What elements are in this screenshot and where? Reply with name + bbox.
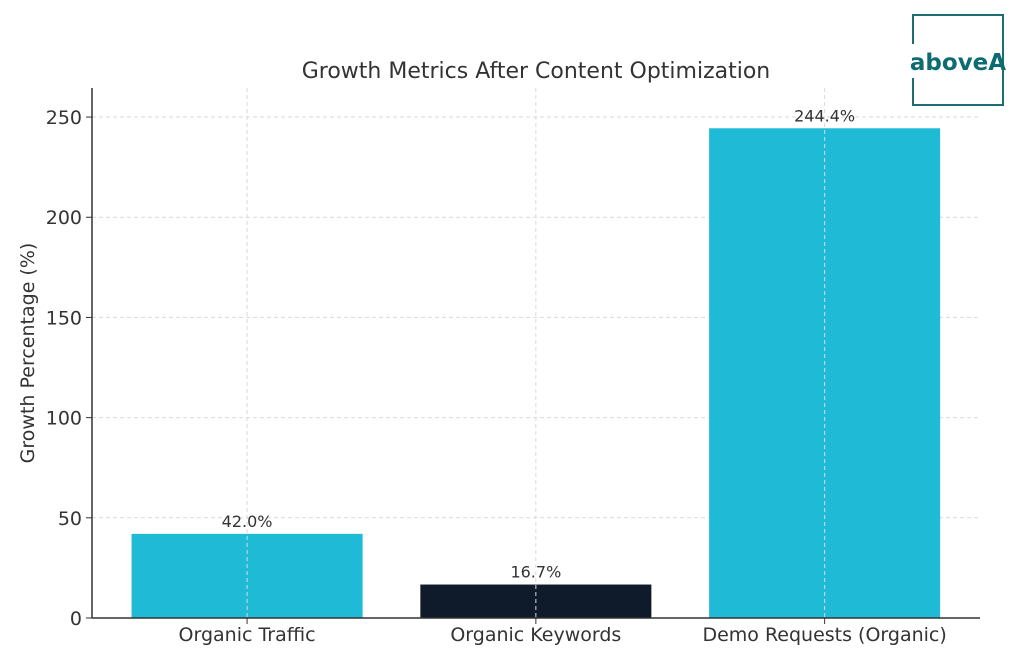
- y-tick-label: 250: [46, 107, 82, 129]
- data-label: 16.7%: [510, 563, 561, 582]
- y-tick-label: 200: [46, 207, 82, 229]
- bar: [131, 533, 363, 618]
- logo-frame: [912, 14, 1004, 106]
- logo-text: aboveA: [910, 50, 1006, 76]
- x-tick-label: Demo Requests (Organic): [702, 624, 946, 646]
- y-axis-label: Growth Percentage (%): [17, 243, 39, 464]
- x-tick-label: Organic Traffic: [179, 624, 316, 646]
- x-tick-label: Organic Keywords: [450, 624, 621, 646]
- axes: 0 50 100 150 200 250 Organic Traffic Organic Ke…: [46, 88, 980, 646]
- logo: aboveA: [910, 14, 1006, 106]
- data-label: 244.4%: [794, 106, 855, 125]
- y-tick-label: 50: [58, 508, 82, 530]
- y-tick-label: 150: [46, 307, 82, 329]
- data-labels: 42.0% 16.7% 244.4%: [222, 106, 855, 581]
- chart-title: Growth Metrics After Content Optimizatio…: [302, 59, 771, 84]
- vertical-grid: [246, 88, 826, 618]
- data-label: 42.0%: [222, 512, 273, 531]
- y-tick-label: 0: [70, 608, 82, 630]
- y-tick-label: 100: [46, 408, 82, 430]
